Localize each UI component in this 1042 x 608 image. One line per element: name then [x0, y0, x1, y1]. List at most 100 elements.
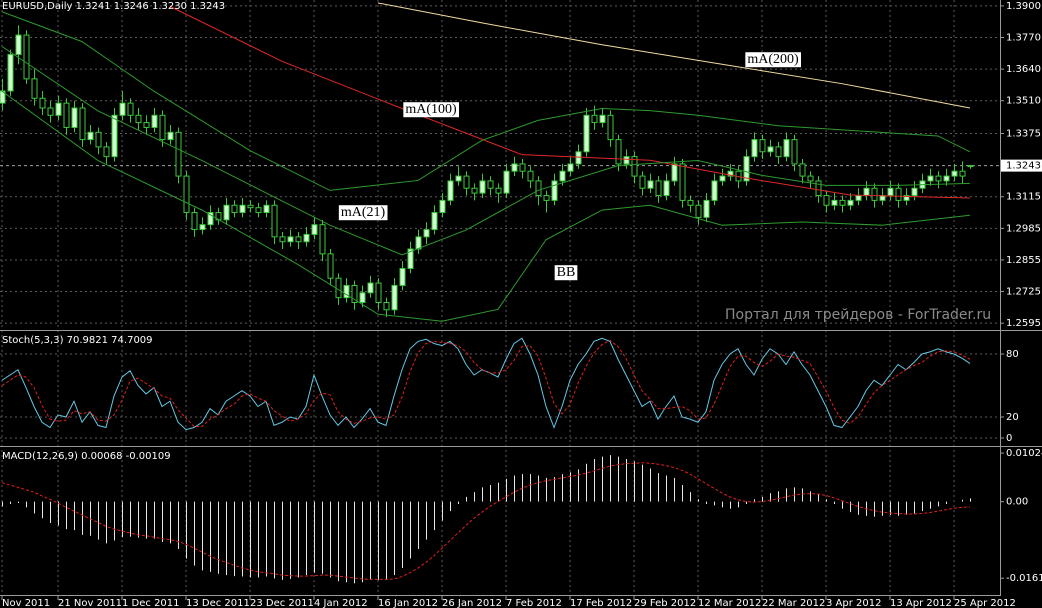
candle-body [223, 204, 230, 221]
panel-title: MACD(12,26,9) 0.00068 -0.00109 [2, 451, 171, 462]
candle-body [663, 180, 670, 197]
bollinger-upper [1, 11, 971, 191]
marks-layer [0, 2, 1000, 584]
y-tick-label: 0.00 [1006, 497, 1028, 508]
candle-body [855, 195, 862, 201]
candle-body [111, 114, 118, 158]
candle-body [143, 122, 150, 128]
candle-body [159, 114, 166, 141]
y-tick-label: 1.2595 [1006, 318, 1041, 329]
candle-body [847, 199, 854, 206]
y-tick-label: -0.01615 [1006, 573, 1042, 584]
annotation-box [554, 265, 578, 281]
macd [1, 455, 971, 584]
candle-body [23, 34, 30, 80]
candle-body [887, 187, 894, 197]
candle-body [719, 175, 726, 182]
annotation-label: BB [557, 265, 576, 280]
candle-body [447, 180, 454, 201]
panel-title: Stoch(5,3,3) 70.9821 74.7009 [2, 335, 153, 346]
candle-body [287, 236, 294, 243]
candle-body [63, 102, 70, 128]
x-tick-label: 29 Feb 2012 [634, 598, 696, 608]
x-tick-label: 13 Dec 2011 [186, 598, 250, 608]
candle-body [503, 170, 510, 194]
candle-body [303, 233, 310, 243]
candle-body [535, 180, 542, 197]
candle-body [687, 199, 694, 206]
y-tick-label: 1.3510 [1006, 96, 1041, 107]
candle-body [335, 277, 342, 299]
y-tick-label: 0.01024 [1006, 448, 1042, 459]
candle-body [695, 204, 702, 218]
y-tick-label: 0 [1006, 433, 1012, 444]
x-tick-label: 22 Mar 2012 [762, 598, 825, 608]
candle-body [783, 139, 790, 158]
last-price-label: 1.3243 [1006, 161, 1041, 172]
candle-body [727, 170, 734, 177]
candle-body [207, 212, 214, 226]
candle-body [967, 165, 974, 168]
annotation-label: mA(21) [341, 205, 386, 220]
candle-body [943, 175, 950, 182]
candle-body [71, 107, 78, 128]
x-tick-label: 1 Dec 2011 [122, 598, 180, 608]
y-tick-label: 1.2855 [1006, 255, 1041, 266]
candle-body [487, 180, 494, 189]
stochastic [1, 337, 971, 431]
candle-body [639, 175, 646, 189]
candle-body [271, 204, 278, 238]
candle-body [591, 114, 598, 124]
candle-body [199, 224, 206, 231]
candle-body [711, 180, 718, 201]
candle-body [151, 114, 158, 128]
y-tick-label: 80 [1006, 349, 1019, 360]
y-tick-label: 1.3900 [1006, 1, 1041, 12]
x-tick-label: 16 Jan 2012 [378, 598, 438, 608]
y-tick-label: 20 [1006, 412, 1019, 423]
candle-body [807, 175, 814, 182]
candle-body [239, 204, 246, 214]
candle-body [135, 114, 142, 124]
candle-body [903, 195, 910, 201]
candle-body [127, 102, 134, 116]
candle-body [543, 195, 550, 201]
candle-body [407, 248, 414, 269]
x-tick-label: 17 Feb 2012 [570, 598, 632, 608]
candle-body [295, 236, 302, 243]
candle-body [399, 267, 406, 286]
candle-body [911, 187, 918, 197]
moving-average [169, 5, 971, 199]
x-tick-label: 26 Jan 2012 [442, 598, 502, 608]
candle-body [415, 236, 422, 250]
y-tick-label: 1.3115 [1006, 192, 1041, 203]
y-tick-label: 1.3375 [1006, 129, 1041, 140]
candle-body [655, 180, 662, 197]
candle-body [167, 131, 174, 141]
candle-body [823, 195, 830, 206]
candle-body [871, 187, 878, 201]
candle-body [839, 199, 846, 206]
macd-signal [1, 462, 971, 580]
candle-body [751, 139, 758, 158]
candle-body [959, 170, 966, 177]
candle-body [191, 212, 198, 231]
candle-body [431, 212, 438, 231]
moving-average [377, 2, 971, 109]
x-tick-label: 4 Jan 2012 [314, 598, 368, 608]
x-tick-label: 7 Feb 2012 [506, 598, 562, 608]
candle-body [559, 170, 566, 182]
x-tick-label: 12 Mar 2012 [698, 598, 761, 608]
candle-body [343, 284, 350, 299]
candle-body [55, 102, 62, 116]
candle-body [175, 131, 182, 177]
y-tick-label: 1.2725 [1006, 287, 1041, 298]
candle-body [743, 156, 750, 182]
candle-body [183, 175, 190, 214]
candle-body [423, 229, 430, 238]
candle-body [319, 224, 326, 255]
x-tick-label: Nov 2011 [2, 598, 50, 608]
watermark: Портал для трейдеров - ForTrader.ru [725, 307, 991, 323]
